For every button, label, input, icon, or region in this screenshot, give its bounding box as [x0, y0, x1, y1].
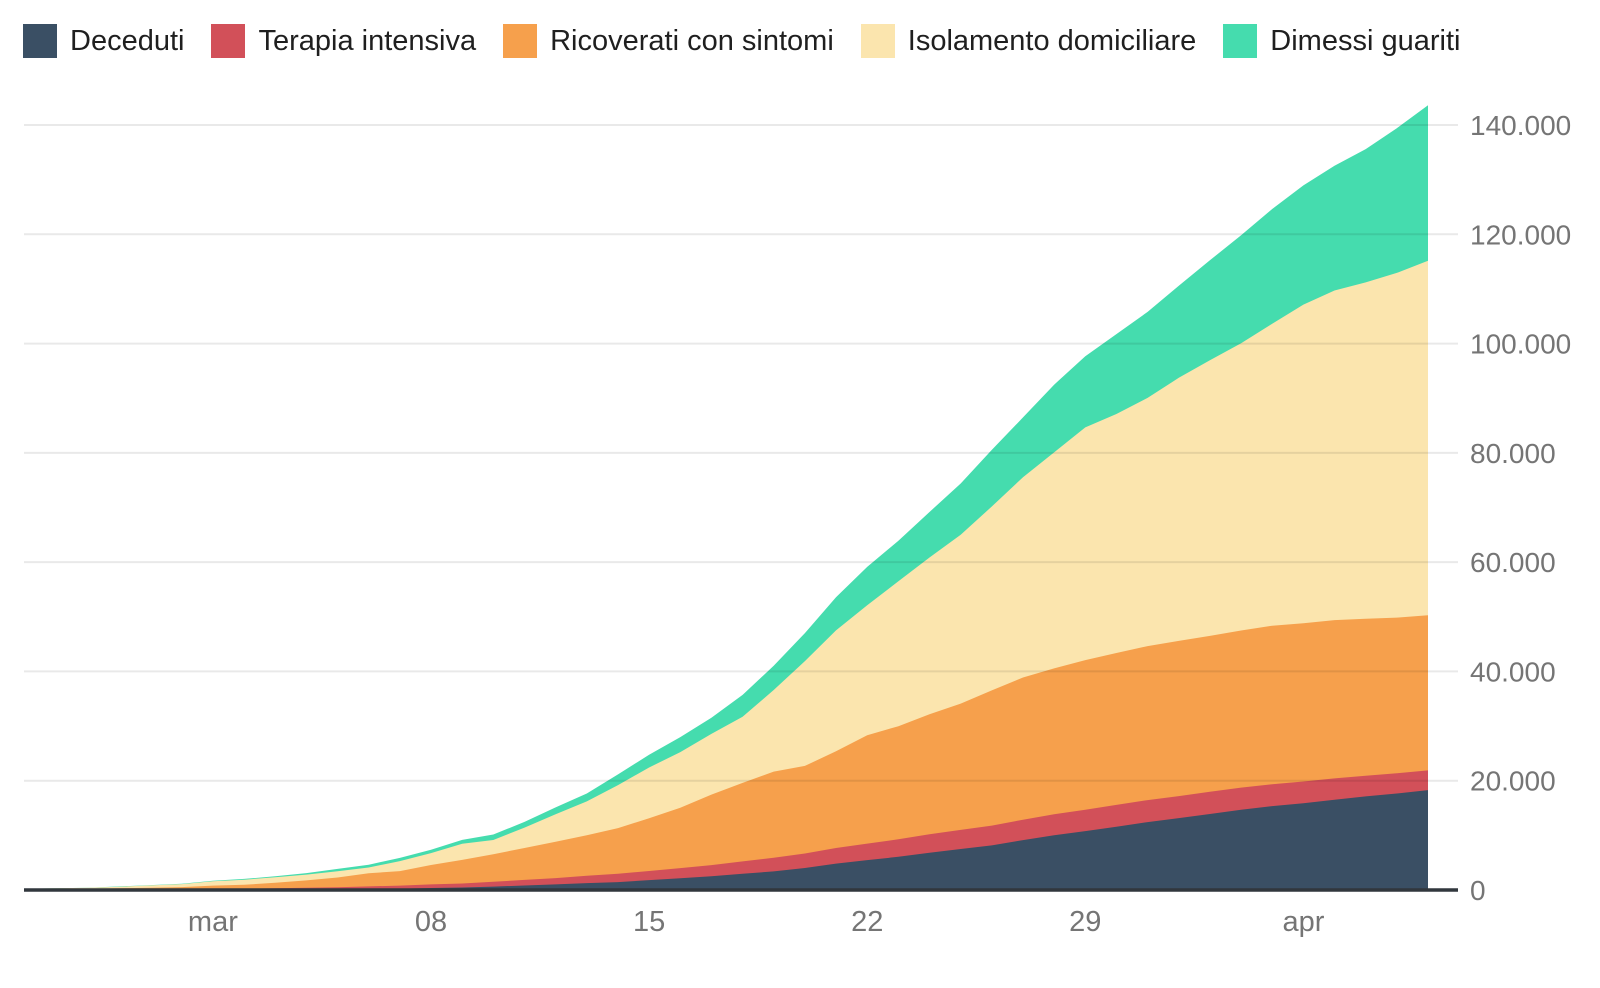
- legend-color-swatch-dimessi-guariti: [1223, 24, 1258, 58]
- x-tick-label-mar: mar: [188, 906, 238, 938]
- legend-label-dimessi-guariti: Dimessi guariti: [1270, 25, 1461, 57]
- legend-label-isolamento-domiciliare: Isolamento domiciliare: [907, 25, 1197, 57]
- legend-color-swatch-terapia-intensiva: [211, 24, 246, 58]
- x-tick-label-29: 29: [1069, 906, 1101, 938]
- legend: Deceduti Terapia intensiva Ricoverati con …: [23, 24, 1460, 58]
- gridlines: [24, 124, 1458, 782]
- legend-label-ricoverati-con-sintomi: Ricoverati con sintomi: [550, 25, 834, 57]
- x-tick-label-22: 22: [851, 906, 883, 938]
- legend-item-deceduti[interactable]: Deceduti: [23, 24, 184, 58]
- legend-item-dimessi-guariti[interactable]: Dimessi guariti: [1223, 24, 1460, 58]
- legend-item-isolamento-domiciliare[interactable]: Isolamento domiciliare: [860, 24, 1197, 58]
- y-tick-label-0: 0: [1470, 875, 1486, 906]
- legend-item-terapia-intensiva[interactable]: Terapia intensiva: [211, 24, 476, 58]
- legend-color-swatch-isolamento-domiciliare: [860, 24, 895, 58]
- y-tick-label-120000: 120.000: [1470, 219, 1571, 250]
- y-tick-label-40000: 40.000: [1470, 656, 1556, 687]
- x-tick-label-15: 15: [633, 906, 665, 938]
- x-tick-label-08: 08: [415, 906, 447, 938]
- area-layers: [26, 105, 1428, 890]
- y-tick-label-60000: 60.000: [1470, 547, 1556, 578]
- x-tick-label-apr: apr: [1282, 906, 1324, 938]
- legend-color-swatch-ricoverati-con-sintomi: [503, 24, 538, 58]
- x-axis-labels: mar 08 15 22 29 apr: [188, 906, 1325, 938]
- legend-item-ricoverati-con-sintomi[interactable]: Ricoverati con sintomi: [503, 24, 834, 58]
- y-tick-label-100000: 100.000: [1470, 329, 1571, 360]
- area-deceduti: [26, 790, 1428, 890]
- y-tick-label-140000: 140.000: [1470, 110, 1571, 141]
- legend-label-deceduti: Deceduti: [70, 25, 185, 57]
- y-tick-label-80000: 80.000: [1470, 438, 1556, 469]
- y-tick-label-20000: 20.000: [1470, 766, 1556, 797]
- legend-label-terapia-intensiva: Terapia intensiva: [258, 25, 477, 57]
- legend-color-swatch-deceduti: [23, 24, 57, 58]
- y-axis-labels: 0 20.000 40.000 60.000 80.000 100.000 120.000 1…: [1470, 110, 1571, 906]
